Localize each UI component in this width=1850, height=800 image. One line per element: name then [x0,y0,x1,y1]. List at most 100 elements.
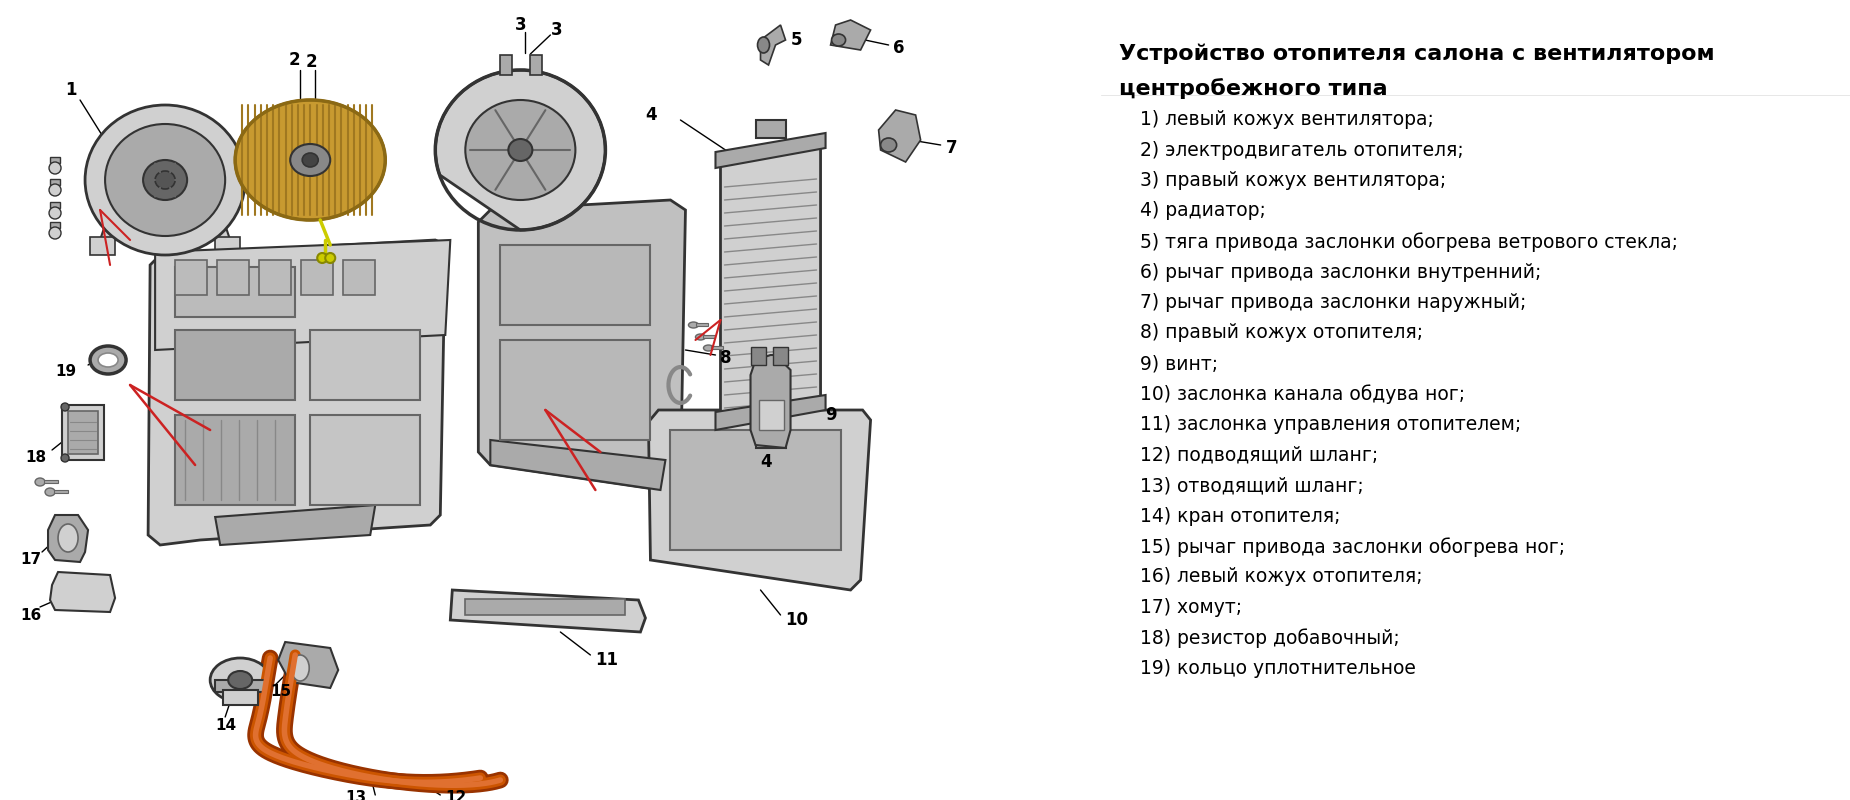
Ellipse shape [696,334,705,340]
Ellipse shape [211,658,270,702]
Text: 12: 12 [446,790,466,800]
Bar [302,260,333,295]
Polygon shape [450,590,646,632]
Text: 2) электродвигатель отопителя;: 2) электродвигатель отопителя; [1140,141,1463,159]
Text: 8) правый кожух отопителя;: 8) правый кожух отопителя; [1140,323,1423,342]
Text: 9) винт;: 9) винт; [1140,354,1219,373]
Text: 14) кран отопителя;: 14) кран отопителя; [1140,506,1341,526]
Text: 4: 4 [646,106,657,124]
Text: 5) тяга привода заслонки обогрева ветрового стекла;: 5) тяга привода заслонки обогрева ветров… [1140,232,1678,252]
Text: 16: 16 [20,607,41,622]
Polygon shape [435,70,605,230]
Polygon shape [50,572,115,612]
Bar [215,680,265,692]
Bar [500,55,512,75]
Text: 13: 13 [346,790,366,800]
Text: 16) левый кожух отопителя;: 16) левый кожух отопителя; [1140,567,1423,586]
Ellipse shape [290,655,309,681]
Ellipse shape [50,207,61,219]
Bar [751,347,766,365]
Text: 13) отводящий шланг;: 13) отводящий шланг; [1140,476,1363,495]
Ellipse shape [50,162,61,174]
Text: 3) правый кожух вентилятора;: 3) правый кожух вентилятора; [1140,171,1447,190]
Polygon shape [716,133,825,168]
Text: 2: 2 [305,53,316,71]
Ellipse shape [61,454,68,462]
Ellipse shape [91,346,126,374]
Polygon shape [490,440,666,490]
Ellipse shape [466,100,575,200]
Bar [68,411,98,454]
Ellipse shape [235,100,385,220]
Bar [50,222,59,228]
Text: центробежного типа: центробежного типа [1119,78,1388,99]
Bar [703,335,716,338]
Bar [500,245,651,325]
Ellipse shape [881,138,897,152]
Ellipse shape [98,353,118,367]
Ellipse shape [142,160,187,200]
Polygon shape [155,240,450,350]
Ellipse shape [155,171,176,189]
Text: 10) заслонка канала обдува ног;: 10) заслонка канала обдува ног; [1140,385,1465,404]
Polygon shape [148,240,446,545]
Text: 11: 11 [596,651,618,669]
Bar [259,260,290,295]
Bar [773,347,788,365]
Text: 7: 7 [945,139,956,157]
Text: Устройство отопителя салона с вентилятором: Устройство отопителя салона с вентилятор… [1119,44,1715,65]
Bar [466,599,625,615]
Text: 6) рычаг привода заслонки внутренний;: 6) рычаг привода заслонки внутренний; [1140,262,1541,282]
Ellipse shape [509,139,533,161]
Polygon shape [879,110,921,162]
Ellipse shape [831,34,845,46]
Ellipse shape [35,478,44,486]
Text: 18: 18 [26,450,46,466]
Text: 1) левый кожух вентилятора;: 1) левый кожух вентилятора; [1140,110,1434,129]
Bar [50,179,59,185]
Bar [344,260,376,295]
Bar [44,480,57,483]
Polygon shape [100,210,229,240]
Polygon shape [479,200,686,490]
Ellipse shape [326,253,335,263]
Polygon shape [760,25,786,65]
Text: 11) заслонка управления отопителем;: 11) заслонка управления отопителем; [1140,415,1521,434]
Bar [63,405,104,460]
Text: 3: 3 [551,21,562,39]
Ellipse shape [44,488,56,496]
Ellipse shape [688,322,699,328]
Text: 4: 4 [760,453,771,471]
Bar [670,430,840,550]
Text: 1: 1 [65,81,76,99]
Bar [216,260,250,295]
Polygon shape [751,355,790,448]
Ellipse shape [290,144,331,176]
Text: 15: 15 [270,685,290,699]
Polygon shape [278,642,339,688]
Polygon shape [215,505,376,545]
Text: 10: 10 [786,611,808,629]
Text: 19: 19 [56,365,76,379]
Text: 5: 5 [790,31,803,49]
Bar [91,237,115,255]
Text: 12) подводящий шланг;: 12) подводящий шланг; [1140,446,1378,465]
Bar [176,415,296,505]
Ellipse shape [105,124,226,236]
Ellipse shape [228,671,252,689]
Bar [712,346,723,349]
Text: 4) радиатор;: 4) радиатор; [1140,202,1265,221]
Bar [176,330,296,400]
Text: 8: 8 [720,349,733,367]
Ellipse shape [703,345,714,351]
Ellipse shape [316,253,327,263]
Text: 7) рычаг привода заслонки наружный;: 7) рычаг привода заслонки наружный; [1140,293,1526,312]
Polygon shape [48,515,89,562]
Text: 14: 14 [215,718,237,733]
Bar [311,415,420,505]
Ellipse shape [50,184,61,196]
Polygon shape [649,410,871,590]
Text: 19) кольцо уплотнительное: 19) кольцо уплотнительное [1140,659,1415,678]
Ellipse shape [61,403,68,411]
Bar [54,490,68,493]
